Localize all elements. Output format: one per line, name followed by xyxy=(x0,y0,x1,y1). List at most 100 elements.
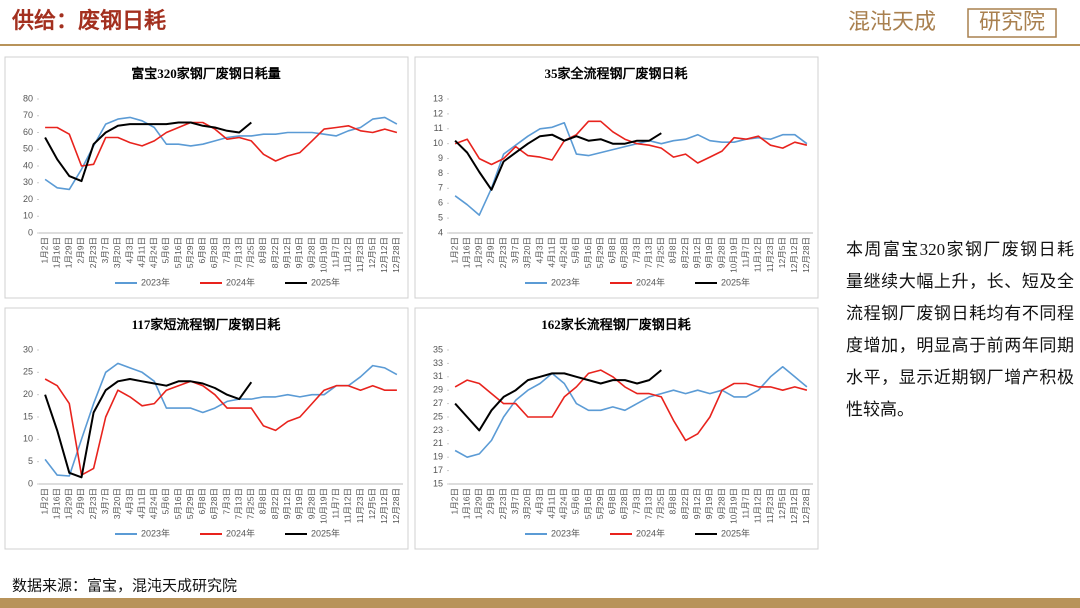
y-tick-label: 19 xyxy=(433,452,443,462)
series-line xyxy=(454,369,662,432)
source: 数据来源：富宝，混沌天成研究院 xyxy=(12,576,237,594)
x-tick-label: 2月9日 xyxy=(486,488,496,514)
x-tick-label: 7月3日 xyxy=(221,237,231,263)
y-tick-label: 17 xyxy=(433,465,443,475)
y-tick-label: 20 xyxy=(23,389,33,399)
x-tick-label: 7月13日 xyxy=(233,237,243,268)
y-tick-label: 25 xyxy=(23,367,33,377)
x-tick-label: 7月3日 xyxy=(221,488,231,514)
x-tick-label: 6月8日 xyxy=(197,488,207,514)
x-tick-label: 4月3日 xyxy=(124,237,134,263)
y-tick-label: 70 xyxy=(23,110,33,120)
x-tick-label: 1月29日 xyxy=(64,237,74,268)
y-tick-label: 50 xyxy=(23,144,33,154)
y-tick-label: 5 xyxy=(438,212,443,222)
y-tick-label: 10 xyxy=(433,138,443,148)
x-tick-label: 7月13日 xyxy=(643,237,653,268)
y-tick-label: 29 xyxy=(433,385,443,395)
x-tick-label: 11月7日 xyxy=(331,488,341,519)
series-line xyxy=(454,369,808,442)
x-tick-label: 1月16日 xyxy=(51,237,61,268)
y-tick-label: 8 xyxy=(438,168,443,178)
legend-label: 2023年 xyxy=(141,527,170,538)
x-tick-label: 9月19日 xyxy=(294,488,304,519)
y-tick-label: 20 xyxy=(23,194,33,204)
x-tick-label: 12月28日 xyxy=(391,237,401,273)
y-tick-label: 33 xyxy=(433,358,443,368)
x-tick-label: 4月11日 xyxy=(546,237,556,268)
commentary: 本周富宝320家钢厂废钢日耗量继续大幅上升，长、短及全流程钢厂废钢日耗均有不同程… xyxy=(846,240,1074,419)
x-tick-label: 11月7日 xyxy=(741,237,751,268)
series-line xyxy=(44,378,253,479)
x-tick-label: 9月12日 xyxy=(692,488,702,519)
x-tick-label: 12月12日 xyxy=(789,237,799,273)
x-tick-label: 5月16日 xyxy=(173,237,183,268)
x-tick-label: 11月23日 xyxy=(765,237,775,272)
legend-label: 2025年 xyxy=(311,527,340,538)
series-line xyxy=(44,116,398,191)
x-tick-label: 7月25日 xyxy=(246,237,256,268)
legend-label: 2025年 xyxy=(721,276,750,287)
x-tick-label: 5月6日 xyxy=(571,237,581,263)
series-line xyxy=(45,121,398,167)
x-tick-label: 3月20日 xyxy=(522,237,532,268)
y-tick-label: 9 xyxy=(438,153,443,163)
x-tick-label: 9月12日 xyxy=(282,488,292,519)
x-tick-label: 5月6日 xyxy=(571,488,581,514)
x-tick-label: 8月22日 xyxy=(270,237,280,268)
x-tick-label: 8月22日 xyxy=(680,488,690,519)
legend-label: 2024年 xyxy=(226,527,255,538)
x-tick-label: 12月5日 xyxy=(367,237,377,268)
x-tick-label: 11月12日 xyxy=(753,488,763,523)
x-tick-label: 2月9日 xyxy=(76,488,86,514)
legend-label: 2023年 xyxy=(551,527,580,538)
x-tick-label: 3月20日 xyxy=(112,237,122,268)
y-tick-label: 10 xyxy=(23,434,33,444)
y-tick-label: 30 xyxy=(23,177,33,187)
x-tick-label: 7月25日 xyxy=(656,488,666,519)
chart-title: 富宝320家钢厂废钢日耗量 xyxy=(131,66,281,81)
x-tick-label: 1月16日 xyxy=(461,237,471,268)
x-tick-label: 7月3日 xyxy=(631,237,641,263)
x-tick-label: 6月8日 xyxy=(607,488,617,514)
x-tick-label: 4月24日 xyxy=(559,488,569,519)
chart-frame xyxy=(4,307,409,550)
x-tick-label: 8月22日 xyxy=(680,237,690,268)
legend-label: 2025年 xyxy=(311,276,340,287)
x-tick-label: 1月29日 xyxy=(474,488,484,519)
x-tick-label: 12月5日 xyxy=(367,488,377,519)
x-tick-label: 12月28日 xyxy=(391,488,401,524)
x-tick-label: 4月11日 xyxy=(136,237,146,268)
x-tick-label: 11月23日 xyxy=(355,488,365,523)
series-line xyxy=(44,121,252,183)
x-tick-label: 5月16日 xyxy=(173,488,183,519)
x-tick-label: 2月23日 xyxy=(88,488,98,519)
chart-frame xyxy=(414,307,819,550)
y-tick-label: 60 xyxy=(23,127,33,137)
x-tick-label: 4月24日 xyxy=(149,488,159,519)
x-tick-label: 2月23日 xyxy=(498,237,508,268)
x-tick-label: 1月16日 xyxy=(461,488,471,519)
y-tick-label: 6 xyxy=(438,198,443,208)
logo-box xyxy=(967,8,1057,38)
y-tick-label: 13 xyxy=(433,93,443,103)
x-tick-label: 3月20日 xyxy=(112,488,122,519)
x-tick-label: 9月28日 xyxy=(716,488,726,519)
x-tick-label: 2月23日 xyxy=(498,488,508,519)
x-tick-label: 4月3日 xyxy=(534,237,544,263)
x-tick-label: 12月28日 xyxy=(801,237,811,273)
x-tick-label: 3月7日 xyxy=(510,237,520,263)
x-tick-label: 4月24日 xyxy=(149,237,159,268)
x-tick-label: 10月19日 xyxy=(728,488,738,524)
legend-label: 2025年 xyxy=(721,527,750,538)
legend-label: 2023年 xyxy=(141,276,170,287)
legend-label: 2024年 xyxy=(636,276,665,287)
x-tick-label: 9月12日 xyxy=(692,237,702,268)
x-tick-label: 9月12日 xyxy=(282,237,292,268)
x-tick-label: 1月29日 xyxy=(64,488,74,519)
footer-bar xyxy=(0,598,1080,608)
x-tick-label: 5月29日 xyxy=(595,488,605,519)
x-tick-label: 11月12日 xyxy=(343,237,353,272)
